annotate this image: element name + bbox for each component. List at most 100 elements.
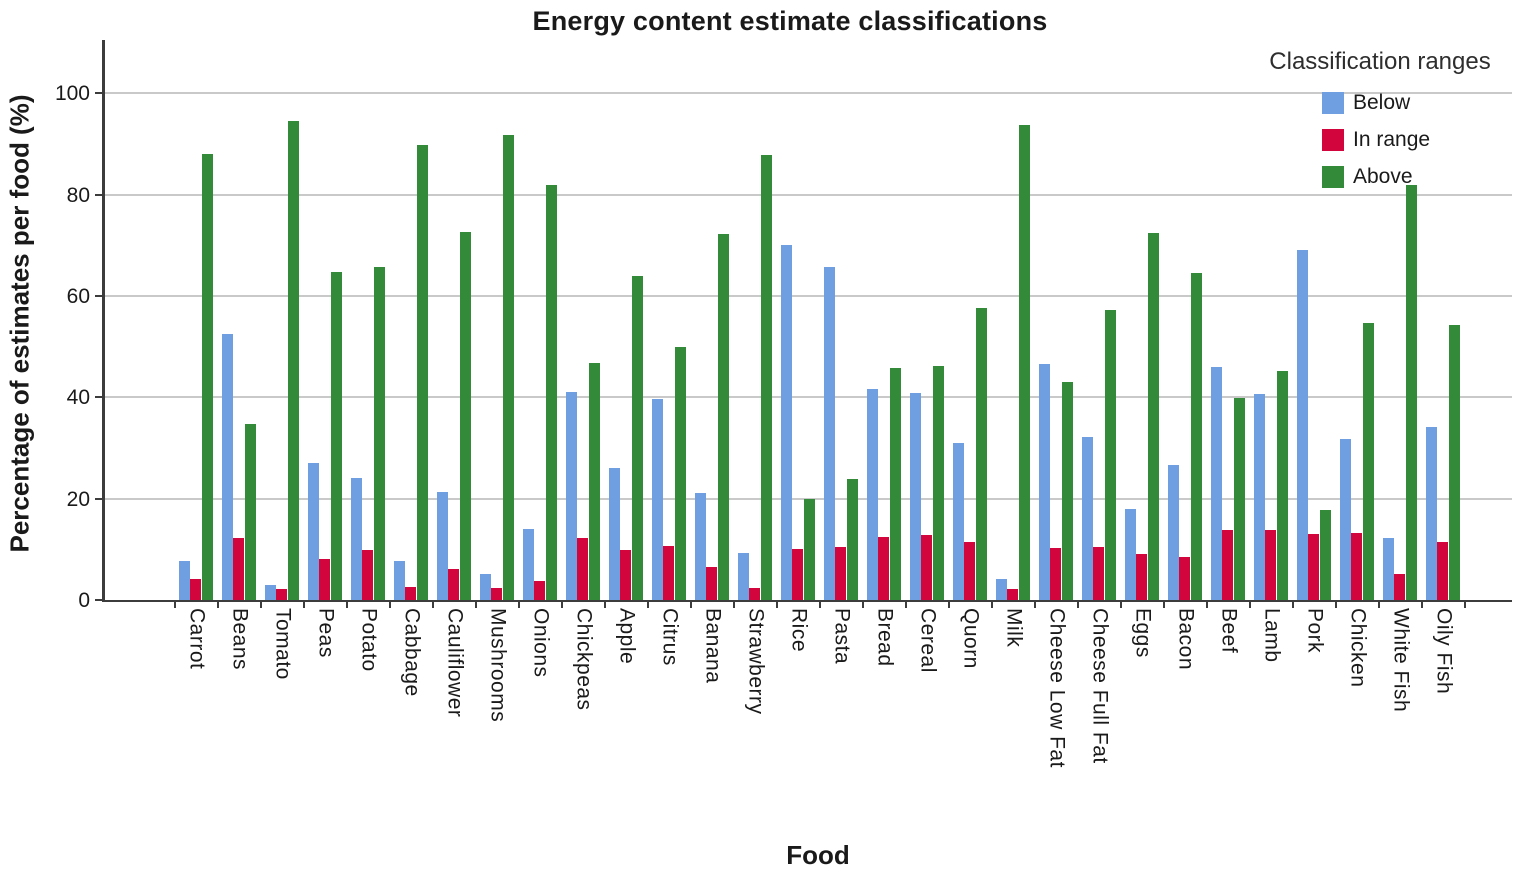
- bar-below-cabbage: [393, 560, 405, 600]
- bar-above-eggs: [1147, 233, 1159, 600]
- y-axis-line: [102, 40, 105, 602]
- bar-in-range-peas: [319, 558, 330, 600]
- chart-title: Energy content estimate classifications: [532, 6, 1048, 36]
- bar-in-range-bread: [878, 536, 889, 600]
- y-tick-80: [95, 193, 102, 196]
- bar-below-strawberry: [737, 552, 749, 600]
- x-tick: [217, 602, 219, 608]
- bar-above-onions: [545, 184, 557, 600]
- bar-below-banana: [694, 492, 706, 600]
- x-label-quorn: Quorn: [959, 608, 983, 669]
- bar-below-bacon: [1167, 465, 1179, 600]
- bar-in-range-beef: [1222, 530, 1233, 600]
- bar-above-bacon: [1190, 273, 1202, 600]
- bar-in-range-mushrooms: [491, 587, 502, 600]
- x-tick: [1292, 602, 1294, 608]
- x-tick: [604, 602, 606, 608]
- y-tick-label-60: 60: [66, 284, 90, 308]
- bar-in-range-carrot: [190, 578, 201, 600]
- y-tick-40: [95, 396, 102, 399]
- legend-swatch-below: [1322, 92, 1344, 114]
- bar-in-range-chickpeas: [577, 537, 588, 600]
- legend: Classification ranges Below In range Above: [1240, 48, 1520, 188]
- x-label-cabbage: Cabbage: [400, 608, 424, 697]
- bar-in-range-tomato: [276, 588, 287, 600]
- bar-above-milk: [1018, 125, 1030, 600]
- x-label-cauliflower: Cauliflower: [443, 608, 467, 718]
- x-tick: [1077, 602, 1079, 608]
- bar-below-oily-fish: [1425, 426, 1437, 600]
- legend-item-above: Above: [1322, 165, 1430, 188]
- bar-below-milk: [995, 579, 1007, 600]
- bar-above-chickpeas: [588, 362, 600, 600]
- bar-below-chicken: [1339, 439, 1351, 600]
- bar-above-bread: [889, 367, 901, 600]
- bar-above-cabbage: [416, 145, 428, 600]
- x-tick: [1378, 602, 1380, 608]
- x-tick: [1206, 602, 1208, 608]
- legend-title: Classification ranges: [1269, 48, 1491, 75]
- x-tick: [1120, 602, 1122, 608]
- bar-below-peas: [307, 463, 319, 600]
- x-label-milk: Milk: [1002, 608, 1026, 648]
- legend-items: Below In range Above: [1322, 91, 1431, 203]
- x-label-onions: Onions: [529, 608, 553, 678]
- gridline-40: [104, 396, 1512, 399]
- bar-in-range-cheese-low-fat: [1050, 548, 1061, 600]
- bar-in-range-oily-fish: [1437, 541, 1448, 600]
- legend-label: Above: [1353, 165, 1413, 188]
- x-tick: [1335, 602, 1337, 608]
- bar-below-bread: [866, 388, 878, 600]
- x-tick: [518, 602, 520, 608]
- bar-above-oily-fish: [1448, 324, 1460, 600]
- x-label-pasta: Pasta: [830, 608, 854, 665]
- x-label-beans: Beans: [228, 608, 252, 671]
- x-label-pork: Pork: [1303, 608, 1327, 654]
- bar-below-carrot: [178, 560, 190, 600]
- x-tick: [1034, 602, 1036, 608]
- bar-below-quorn: [952, 442, 964, 600]
- bar-above-lamb: [1276, 371, 1288, 600]
- gridline-100: [104, 92, 1512, 95]
- x-label-chickpeas: Chickpeas: [572, 608, 596, 711]
- x-tick: [776, 602, 778, 608]
- bar-below-cereal: [909, 393, 921, 600]
- x-label-eggs: Eggs: [1131, 608, 1155, 658]
- bar-below-eggs: [1124, 509, 1136, 600]
- x-tick: [561, 602, 563, 608]
- bar-in-range-pasta: [835, 547, 846, 600]
- x-tick: [1249, 602, 1251, 608]
- bar-below-onions: [522, 528, 534, 600]
- x-tick: [948, 602, 950, 608]
- legend-label: In range: [1353, 128, 1431, 151]
- y-tick-20: [95, 497, 102, 500]
- legend-item-in-range: In range: [1322, 128, 1431, 151]
- y-tick-label-20: 20: [66, 487, 90, 511]
- bar-in-range-chicken: [1351, 533, 1362, 600]
- x-tick: [690, 602, 692, 608]
- x-tick: [1464, 602, 1466, 608]
- legend-label: Below: [1353, 91, 1411, 114]
- y-tick-label-40: 40: [66, 386, 90, 410]
- bar-above-citrus: [674, 347, 686, 600]
- bar-in-range-citrus: [663, 546, 674, 600]
- bar-above-banana: [717, 234, 729, 600]
- bar-above-apple: [631, 275, 643, 600]
- bar-below-apple: [608, 468, 620, 600]
- bar-in-range-apple: [620, 549, 631, 600]
- bar-above-beef: [1233, 397, 1245, 600]
- bar-above-beans: [244, 423, 256, 600]
- bar-below-white-fish: [1382, 537, 1394, 600]
- x-label-tomato: Tomato: [271, 608, 295, 680]
- bar-above-pork: [1319, 510, 1331, 600]
- bar-in-range-cereal: [921, 534, 932, 600]
- bar-below-pasta: [823, 266, 835, 600]
- bar-above-cheese-low-fat: [1061, 382, 1073, 600]
- y-tick-0: [95, 599, 102, 601]
- bar-above-cheese-full-fat: [1104, 309, 1116, 600]
- x-tick: [346, 602, 348, 608]
- bar-in-range-lamb: [1265, 530, 1276, 600]
- x-tick: [1163, 602, 1165, 608]
- bar-in-range-beans: [233, 537, 244, 600]
